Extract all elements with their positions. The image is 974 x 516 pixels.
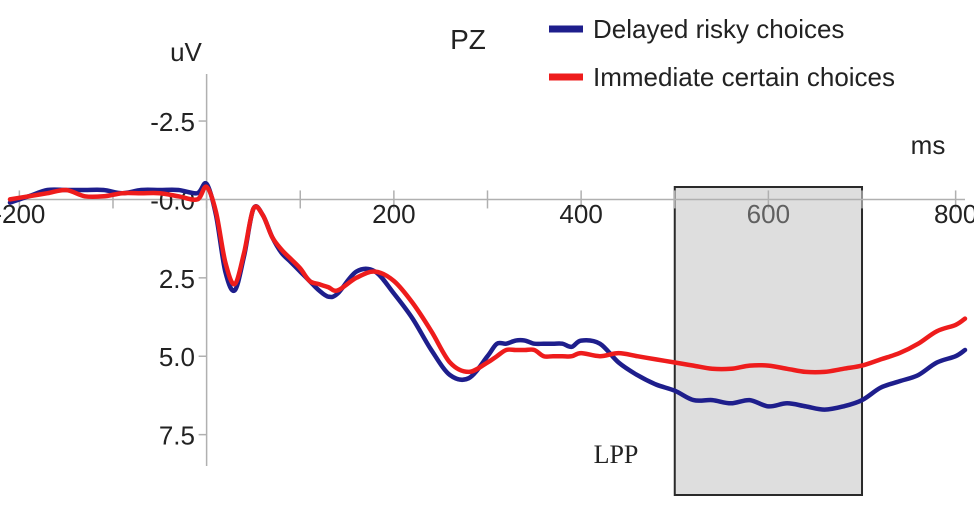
x-tick-label: -200 [0,199,45,229]
lpp-window [673,186,864,496]
legend-label: Delayed risky choices [593,14,844,44]
y-axis-label: uV [170,37,202,67]
y-tick-label: -2.5 [150,107,195,137]
y-tick-labels: -2.5-0.02.55.07.5 [150,107,195,451]
series-line [7,180,968,412]
x-tick-label: 400 [559,199,602,229]
y-tick-label: 7.5 [159,421,195,451]
tick-marks [18,120,957,436]
lpp-label: LPP [594,440,639,469]
x-tick-label: 600 [747,199,790,229]
x-tick-label: 800 [934,199,974,229]
y-tick-label: 5.0 [159,342,195,372]
series-line [7,184,968,375]
x-axis-label: ms [911,130,946,160]
series-lines [7,180,968,412]
x-tick-labels: -200 200 400 600 800 [0,199,974,229]
legend: Delayed risky choices Immediate certain c… [549,14,895,92]
chart-title: PZ [450,24,486,55]
y-tick-label: 2.5 [159,264,195,294]
legend-label: Immediate certain choices [593,62,895,92]
x-tick-label: 200 [372,199,415,229]
